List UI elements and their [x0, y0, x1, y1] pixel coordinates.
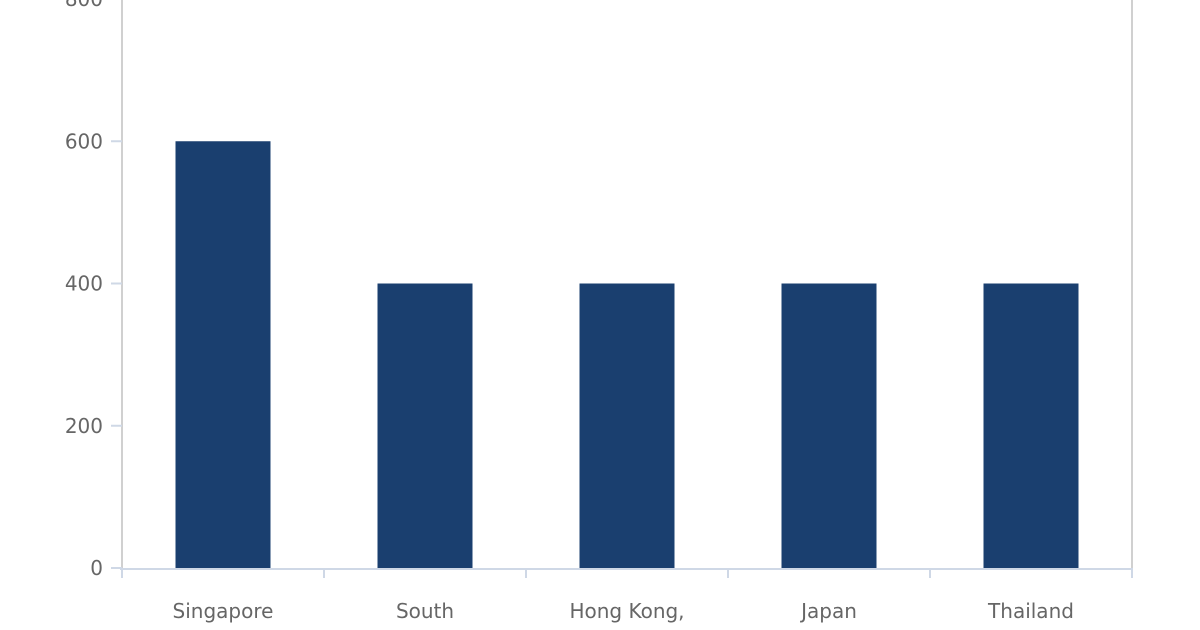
x-tick-label: Thailand [987, 599, 1074, 623]
y-tick-label: 200 [65, 414, 103, 438]
x-tick-label: South [396, 599, 454, 623]
bar-thailand [983, 283, 1079, 568]
x-tick-label: Hong Kong, [569, 599, 684, 623]
bar-hong-kong [579, 283, 675, 568]
y-tick-label: 0 [90, 556, 103, 580]
bar-japan [781, 283, 877, 568]
y-axis: 0 200 400 600 800 [65, 0, 1133, 580]
y-tick-label: 400 [65, 272, 103, 296]
bar-south [377, 283, 473, 568]
x-tick-label: Japan [799, 599, 857, 623]
bars [175, 141, 1079, 568]
x-axis: Singapore South Hong Kong, Japan Thailand [120, 568, 1133, 623]
x-tick-label: Singapore [173, 599, 274, 623]
y-tick-label: 800 [65, 0, 103, 11]
y-tick-label: 600 [65, 129, 103, 153]
bar-singapore [175, 141, 271, 568]
